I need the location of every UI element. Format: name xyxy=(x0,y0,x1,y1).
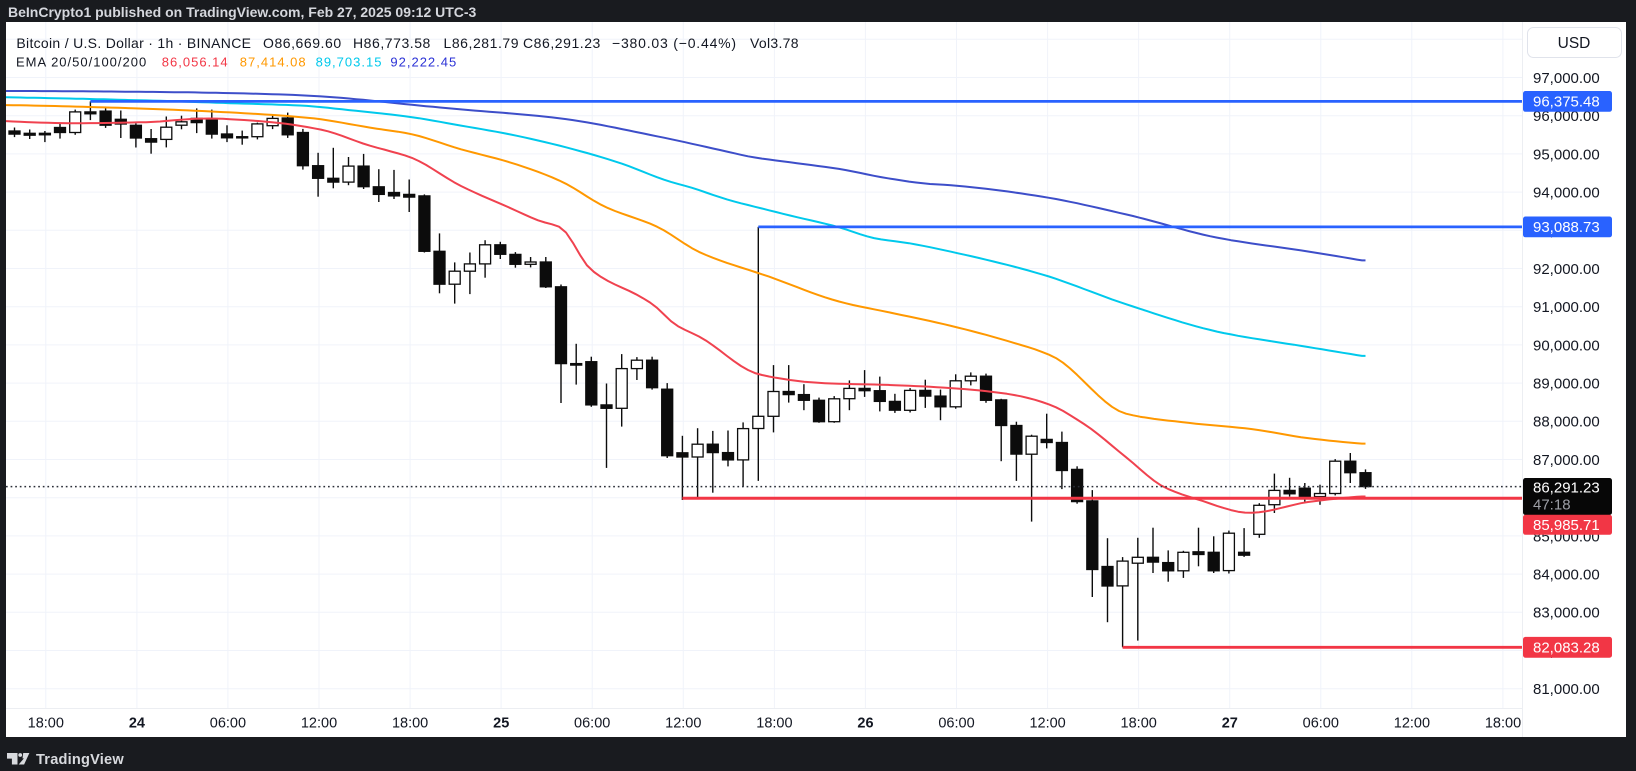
svg-text:47:18: 47:18 xyxy=(1533,497,1571,514)
svg-text:18:00: 18:00 xyxy=(756,716,792,732)
svg-text:97,000.00: 97,000.00 xyxy=(1533,70,1600,87)
svg-text:84,000.00: 84,000.00 xyxy=(1533,567,1600,584)
svg-text:Bitcoin / U.S. Dollar · 1h · B: Bitcoin / U.S. Dollar · 1h · BINANCE O86,… xyxy=(16,35,798,51)
svg-text:25: 25 xyxy=(493,716,509,732)
svg-text:93,088.73: 93,088.73 xyxy=(1533,219,1600,236)
svg-text:90,000.00: 90,000.00 xyxy=(1533,337,1600,354)
svg-text:18:00: 18:00 xyxy=(28,716,64,732)
svg-text:12:00: 12:00 xyxy=(1029,716,1065,732)
svg-text:06:00: 06:00 xyxy=(1303,716,1339,732)
svg-text:94,000.00: 94,000.00 xyxy=(1533,185,1600,202)
svg-text:06:00: 06:00 xyxy=(938,716,974,732)
svg-text:86,291.23: 86,291.23 xyxy=(1533,480,1600,497)
svg-text:06:00: 06:00 xyxy=(210,716,246,732)
svg-text:18:00: 18:00 xyxy=(1485,716,1521,732)
svg-text:12:00: 12:00 xyxy=(1394,716,1430,732)
svg-text:92,000.00: 92,000.00 xyxy=(1533,261,1600,278)
svg-text:87,000.00: 87,000.00 xyxy=(1533,452,1600,469)
svg-text:12:00: 12:00 xyxy=(665,716,701,732)
svg-text:24: 24 xyxy=(129,716,145,732)
svg-text:91,000.00: 91,000.00 xyxy=(1533,299,1600,316)
svg-text:81,000.00: 81,000.00 xyxy=(1533,681,1600,698)
svg-text:85,985.71: 85,985.71 xyxy=(1533,517,1600,534)
svg-text:18:00: 18:00 xyxy=(392,716,428,732)
svg-text:18:00: 18:00 xyxy=(1121,716,1157,732)
svg-text:12:00: 12:00 xyxy=(301,716,337,732)
svg-text:95,000.00: 95,000.00 xyxy=(1533,146,1600,163)
svg-text:83,000.00: 83,000.00 xyxy=(1533,605,1600,622)
svg-text:88,000.00: 88,000.00 xyxy=(1533,414,1600,431)
svg-text:06:00: 06:00 xyxy=(574,716,610,732)
svg-text:26: 26 xyxy=(857,716,873,732)
svg-text:89,000.00: 89,000.00 xyxy=(1533,376,1600,393)
svg-text:TradingView: TradingView xyxy=(36,752,124,768)
svg-text:96,375.48: 96,375.48 xyxy=(1533,94,1600,111)
svg-text:96,000.00: 96,000.00 xyxy=(1533,108,1600,125)
svg-text:USD: USD xyxy=(1558,35,1591,52)
svg-text:82,083.28: 82,083.28 xyxy=(1533,640,1600,657)
svg-text:27: 27 xyxy=(1222,716,1238,732)
svg-text:BeInCrypto1 published on Tradi: BeInCrypto1 published on TradingView.com… xyxy=(8,4,477,20)
